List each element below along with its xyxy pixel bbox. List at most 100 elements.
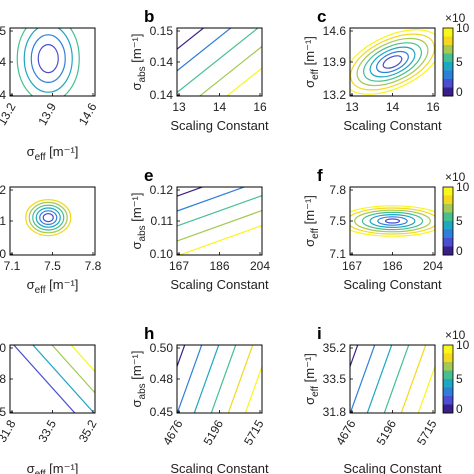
colorbar-segment [443,387,453,397]
contour-line [177,224,262,255]
contour-line [177,194,262,227]
contour-line [177,28,259,94]
contour-line [417,364,435,413]
contour-ring [35,207,61,228]
contour-ring [354,209,431,233]
panel-label: f [317,166,323,185]
colorbar-segment [443,62,453,71]
contour-ring [16,28,80,96]
contour-lines [12,345,95,413]
plot-area [177,28,262,96]
contour-line [244,364,262,413]
y-tick-label: 0.45 [0,405,6,419]
contour-line [177,187,246,212]
colorbar-tick: 5 [456,214,463,228]
contour-ring [363,42,422,82]
x-tick-label: 31.8 [0,417,19,445]
x-axis-label: σeff [m⁻¹] [27,461,79,474]
x-tick-label: 5715 [241,417,267,447]
contour-rings [350,29,435,95]
colorbar-frame [442,186,454,256]
contour-lines [350,345,435,413]
y-tick-label: 13.2 [323,88,347,102]
y-tick-label: 31.8 [323,405,347,419]
x-tick-label: 13 [345,100,359,114]
y-axis-label: σeff [m⁻¹] [302,195,321,247]
x-axis-label: Scaling Constant [343,277,442,292]
contour-line [193,345,220,413]
contour-line [198,45,262,96]
colorbar-segment [443,353,453,363]
contour-ring [382,55,403,69]
colorbar-tick: 0 [456,244,463,258]
contour-ring [361,211,424,231]
contour-ring [384,218,401,224]
y-tick-label: 0.45 [150,405,174,419]
x-tick-label: 4676 [333,417,359,447]
y-tick-label: 7.5 [329,214,346,228]
plot-area [177,345,262,413]
x-tick-label: 14.6 [76,100,100,128]
y-axis-label: σabs [m⁻¹] [129,192,148,249]
x-tick-label: 4676 [160,417,186,447]
y-tick-label: 0.14 [0,55,6,69]
contour-lines [177,345,262,413]
x-tick-label: 186 [382,259,402,273]
colorbar-tick: 0 [456,85,463,99]
x-axis-label: Scaling Constant [170,461,269,474]
colorbar-segment [443,53,453,63]
contour-ring [377,216,408,226]
contour-line [177,345,186,369]
plot-area [10,28,95,96]
contour-ring [25,199,72,237]
contour-ring [28,201,68,234]
colorbar-segment [443,396,453,405]
contour-ring [39,210,58,226]
y-tick-label: 0.15 [150,24,174,38]
contour-line [177,28,232,72]
y-axis-label: σeff [m⁻¹] [302,353,321,405]
colorbar-tick: 5 [456,55,463,69]
y-tick-label: 33.5 [323,372,347,386]
y-tick-label: 14.6 [323,24,347,38]
y-tick-label: 13.9 [323,55,347,69]
contour-line [177,209,262,242]
colorbar-segment [443,404,453,414]
contour-ring [350,33,435,91]
x-tick-label: 167 [342,259,362,273]
colorbar-tick: 10 [456,180,470,194]
x-tick-label: 204 [250,259,270,273]
colorbar-segment [443,87,453,97]
y-tick-label: 0.12 [150,183,174,197]
x-tick-label: 13 [172,100,186,114]
colorbar-segment [443,379,453,388]
colorbar-segment [443,36,453,46]
panel-label: h [144,324,154,343]
x-tick-label: 5715 [414,417,440,447]
contour-ring [350,205,435,237]
colorbar-segment [443,28,453,37]
panel-e: e 167 186 204 0.12 0.11 0.10 Scaling Constant σa… [129,166,270,292]
colorbar-segment [443,70,453,80]
plot-area [350,187,435,255]
y-tick-label: 0.15 [0,24,6,38]
colorbar-segment [443,79,453,88]
x-tick-label: 13.2 [0,100,19,128]
contour-ring [356,37,429,87]
y-axis-label: σabs [m⁻¹] [129,350,148,407]
x-tick-label: 204 [423,259,443,273]
contour-ring [23,28,73,93]
colorbar-frame [442,344,454,414]
colorbar-segment [443,204,453,213]
contour-ring [369,214,416,229]
colorbar-tick: 5 [456,372,463,386]
contour-line [400,345,427,413]
y-tick-label: 0.12 [0,183,6,197]
x-tick-label: 13.9 [35,100,59,128]
colorbar-segment [443,221,453,230]
x-axis-label: Scaling Constant [343,118,442,133]
contour-lines [177,28,262,96]
plot-area [350,345,435,413]
colorbar-segment [443,187,453,196]
